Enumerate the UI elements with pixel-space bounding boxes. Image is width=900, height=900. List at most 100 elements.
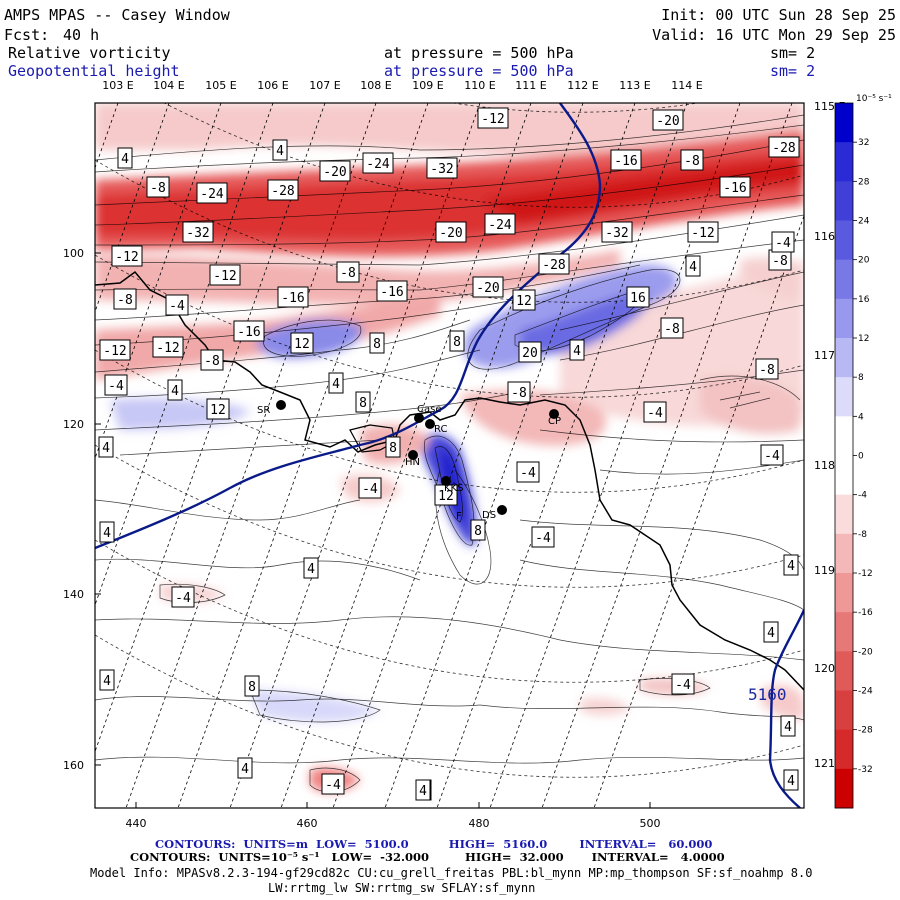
svg-text:-20: -20 <box>656 114 679 129</box>
longitude-label: 111 E <box>515 79 546 92</box>
longitude-label: 105 E <box>205 79 236 92</box>
contour-label: -24 <box>484 213 516 235</box>
height-contour-label: 5160 <box>748 685 787 704</box>
svg-text:-8: -8 <box>759 363 775 378</box>
field2-smoothing: sm= 2 <box>770 62 815 80</box>
svg-text:4: 4 <box>332 377 340 392</box>
colorbar-tick: -12 <box>858 569 873 579</box>
header-title: AMPS MPAS -- Casey Window <box>4 6 231 24</box>
colorbar-tick: -32 <box>858 765 873 775</box>
colorbar-tick: 32 <box>858 138 869 148</box>
colorbar-tick: 0 <box>858 452 864 462</box>
svg-text:-8: -8 <box>340 266 356 281</box>
contour-label: 4 <box>99 521 115 543</box>
contour-label: -4 <box>643 401 667 423</box>
svg-text:-4: -4 <box>647 406 663 421</box>
contour-label: -24 <box>362 152 394 174</box>
contour-label: 4 <box>167 379 183 401</box>
contour-label: -32 <box>426 157 458 179</box>
contour-label: -4 <box>531 526 555 548</box>
svg-text:4: 4 <box>767 626 775 641</box>
colorbar-swatch <box>835 533 853 574</box>
contour-label: -8 <box>768 249 792 271</box>
longitude-label: 104 E <box>153 79 184 92</box>
contour-label: 4 <box>328 372 344 394</box>
contour-label: 8 <box>449 330 465 352</box>
contour-label: 12 <box>290 332 314 354</box>
svg-text:8: 8 <box>373 337 381 352</box>
svg-text:4: 4 <box>689 260 697 275</box>
svg-text:-8: -8 <box>684 154 700 169</box>
svg-text:4: 4 <box>419 784 427 799</box>
svg-text:16: 16 <box>630 291 646 306</box>
contour-label: -8 <box>200 349 224 371</box>
svg-text:-28: -28 <box>271 184 294 199</box>
y-axis-ticks: 100 120 140 160 <box>63 247 101 772</box>
forecast-label: Fcst: <box>4 26 49 44</box>
contour-label: 4 <box>98 436 114 458</box>
contour-label: -8 <box>146 176 170 198</box>
svg-text:-12: -12 <box>115 250 138 265</box>
svg-text:8: 8 <box>248 680 256 695</box>
x-tick-label: 460 <box>297 817 318 830</box>
colorbar-swatch <box>835 181 853 221</box>
contour-label: -4 <box>671 673 695 695</box>
svg-text:-20: -20 <box>323 165 346 180</box>
contour-label: 4 <box>99 669 115 691</box>
contour-label: 8 <box>369 332 385 354</box>
svg-text:-4: -4 <box>325 778 341 793</box>
contour-label: 4 <box>763 621 779 643</box>
footer-vorticity-contours: CONTOURS: UNITS=10⁻⁵ s⁻¹ LOW= -32.000 HI… <box>130 850 725 864</box>
plot-frame <box>94 102 805 809</box>
station-marker: RC <box>425 419 447 435</box>
svg-text:-4: -4 <box>535 531 551 546</box>
svg-text:-12: -12 <box>481 112 504 127</box>
station-marker: Case <box>414 404 441 423</box>
station-marker: DS <box>482 505 507 521</box>
footer-model-info: Model Info: MPASv8.2.3-194-gf29cd82c CU:… <box>90 866 812 880</box>
contour-label: 12 <box>434 484 458 506</box>
svg-text:-20: -20 <box>439 226 462 241</box>
svg-text:HN: HN <box>405 457 420 468</box>
contour-label: 16 <box>626 286 650 308</box>
contour-label: -4 <box>104 374 128 396</box>
contour-label: 8 <box>385 436 401 458</box>
svg-text:4: 4 <box>121 152 129 167</box>
colorbar-tick: -4 <box>858 491 867 501</box>
svg-text:-32: -32 <box>430 162 453 177</box>
colorbar-swatch <box>835 612 853 652</box>
colorbar-swatch <box>835 103 853 143</box>
station-marker: CP <box>548 409 561 427</box>
longitude-label: 114 E <box>671 79 702 92</box>
station-marker: SR <box>257 400 286 416</box>
svg-text:-16: -16 <box>723 181 746 196</box>
field1-name: Relative vorticity <box>8 44 171 62</box>
station-marker: KKS <box>441 476 463 494</box>
colorbar-swatch <box>835 142 853 182</box>
contour-label: 12 <box>512 289 536 311</box>
valid-time: Valid: 16 UTC Mon 29 Sep 25 <box>652 26 896 44</box>
contour-label: -24 <box>196 182 228 204</box>
field1-smoothing: sm= 2 <box>770 44 815 62</box>
contour-label: -16 <box>277 286 309 308</box>
svg-text:Case: Case <box>417 404 441 415</box>
svg-text:8: 8 <box>474 524 482 539</box>
colorbar-tick: -16 <box>858 608 873 618</box>
svg-text:-12: -12 <box>213 269 236 284</box>
colorbar-swatch <box>835 651 853 691</box>
contour-label: -28 <box>267 179 299 201</box>
contour-label: 4 <box>783 769 799 791</box>
longitude-label: 113 E <box>619 79 650 92</box>
contour-label: -8 <box>336 261 360 283</box>
colorbar-swatch <box>835 259 853 300</box>
svg-text:-12: -12 <box>156 341 179 356</box>
colorbar-tick: 28 <box>858 177 870 187</box>
svg-text:8: 8 <box>453 335 461 350</box>
svg-text:-12: -12 <box>691 226 714 241</box>
colorbar-unit: 10⁻⁵ s⁻¹ <box>856 94 892 104</box>
svg-text:4: 4 <box>573 344 581 359</box>
vorticity-contour-labels: 4 4 -12 -20 -28 -8 -16 -8 -8 -24 -20 -24 -32 -28 -16 -1… <box>98 107 800 801</box>
contour-label: 20 <box>518 341 542 363</box>
colorbar-tick: -20 <box>858 647 873 657</box>
